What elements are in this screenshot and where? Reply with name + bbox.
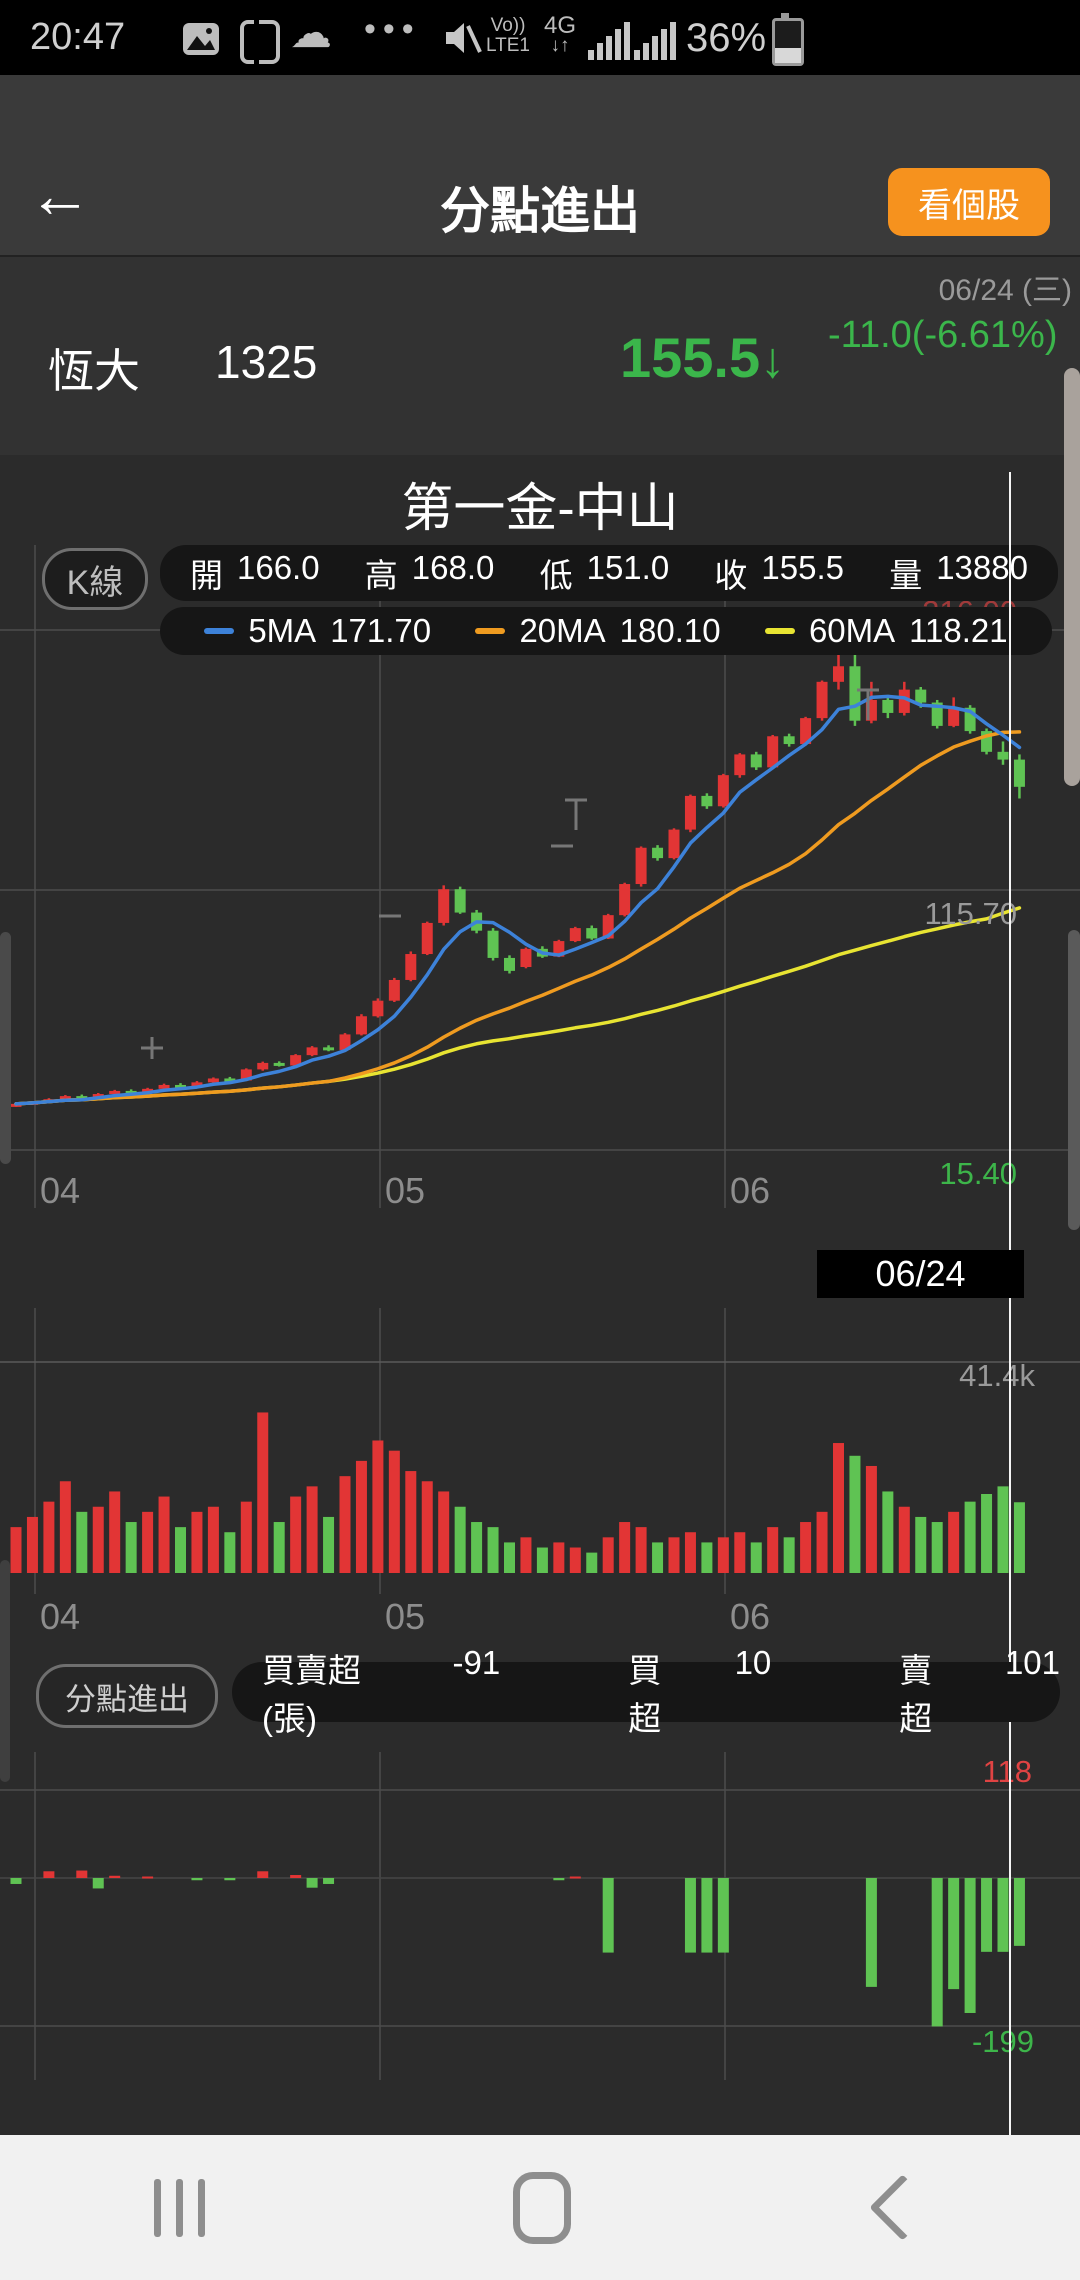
back-button[interactable]: ← [28,159,92,231]
volume-label: 量 [889,557,923,594]
ma60-dash-icon [764,628,795,634]
crosshair-line[interactable] [1009,472,1011,2135]
stock-name: 恆大 [48,345,140,397]
volte-indicator: Vo)) LTE1 [486,15,531,56]
open-label: 開 [190,557,223,594]
home-icon[interactable] [513,2171,571,2244]
page-title: 分點進出 [440,183,640,239]
clock: 20:47 [30,16,126,58]
signal-icon-1 [588,22,630,60]
ohlc-bar: 開 166.0 高 168.0 低 151.0 收 155.5 量 13880 [160,545,1058,601]
view-stock-button[interactable]: 看個股 [888,168,1050,236]
chart-title: 第一金-中山 [401,480,679,538]
android-nav-bar [0,2135,1080,2280]
ma5-value: 171.70 [330,612,432,649]
ma20-value: 180.10 [619,612,721,649]
net-bs-value: -91 [452,1644,501,1681]
cloud-icon: ☁ [290,9,332,56]
stock-code: 1325 [215,336,318,388]
mute-icon [442,18,482,63]
ma60-name: 60MA [808,612,896,649]
sell-over-value: 101 [1004,1644,1060,1681]
stock-info-row: 06/24 (三) 恆大 1325 155.5↓ -11.0(-6.61%) [0,257,1080,455]
image-icon [182,22,220,61]
more-dots-icon: ••• [364,10,421,48]
ma5-dash-icon [204,628,235,634]
price-min-label: 15.40 [939,1156,1017,1191]
x-label-may: 05 [385,1170,426,1211]
stock-change: -11.0(-6.61%) [828,314,1058,356]
volume-axis-label: 41.4k [959,1358,1035,1393]
price-mid-label: 115.70 [924,896,1017,931]
x2-label-jun: 06 [730,1596,771,1637]
x-label-jun: 06 [730,1170,771,1211]
open-value: 166.0 [237,549,320,586]
scrollbar-left-lower[interactable] [0,1560,10,1782]
stock-price: 155.5↓ [620,326,786,389]
net-bs-label: 買賣超(張) [262,1652,361,1737]
recent-apps-icon[interactable] [154,2178,205,2237]
back-icon[interactable] [869,2174,936,2241]
signal-icon-2 [634,22,676,60]
close-value: 155.5 [761,549,844,586]
x2-label-may: 05 [385,1596,426,1637]
branch-tab[interactable]: 分點進出 [36,1664,218,1728]
kline-badge[interactable]: K線 [42,548,148,610]
ma-legend: 5MA 171.70 20MA 180.10 60MA 118.21 [160,607,1052,655]
network-indicator: 4G ↓↑ [544,12,577,56]
x-label-apr: 04 [40,1170,81,1211]
ma20-name: 20MA [519,612,606,649]
ma60-value: 118.21 [909,612,1008,649]
high-value: 168.0 [411,549,495,586]
buy-over-value: 10 [734,1644,772,1681]
net-max-label: 118 [982,1754,1032,1789]
x2-label-apr: 04 [40,1596,81,1637]
price-down-arrow-icon: ↓ [760,332,786,388]
ma5-name: 5MA [248,612,317,649]
buy-over-label: 買超 [628,1652,662,1737]
battery-percent: 36% [686,16,767,60]
app-icon [240,20,280,64]
app-header: ← 分點進出 看個股 [0,75,1080,257]
branch-stats-bar: 買賣超(張) -91 買超 10 賣超 101 [232,1644,1060,1737]
scrollbar-right-upper[interactable] [1064,368,1080,786]
sell-over-label: 賣超 [899,1652,933,1737]
close-label: 收 [714,557,748,594]
low-label: 低 [539,557,573,594]
net-min-label: -199 [971,2024,1034,2059]
crosshair-date-flag: 06/24 [817,1250,1024,1298]
ma20-dash-icon [475,628,506,634]
battery-icon [772,13,804,66]
scrollbar-right-lower[interactable] [1068,930,1080,1230]
scrollbar-left-upper[interactable] [0,932,11,1164]
high-label: 高 [364,557,398,594]
trade-date: 06/24 (三) [938,274,1072,307]
volume-value: 13880 [936,549,1028,586]
status-bar: 20:47 ☁ ••• Vo)) LTE1 4G ↓↑ 36% [0,0,1080,75]
low-value: 151.0 [586,549,670,586]
